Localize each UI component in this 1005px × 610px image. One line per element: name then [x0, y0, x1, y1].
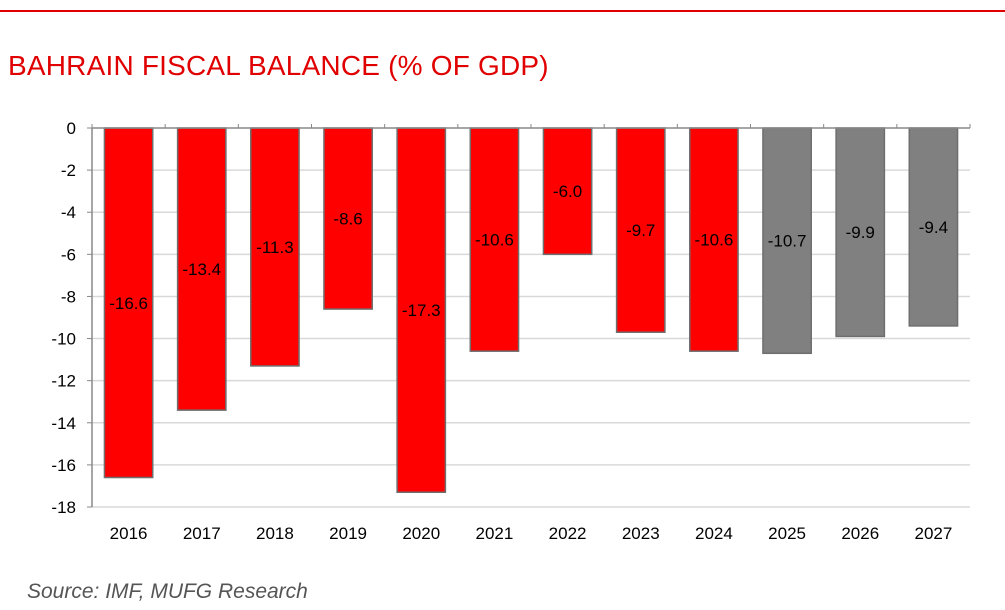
data-label-2022: -6.0	[553, 182, 582, 201]
y-tick-label: -18	[51, 498, 76, 517]
data-label-2020: -17.3	[402, 301, 441, 320]
y-tick-label: -14	[51, 414, 76, 433]
data-label-2021: -10.6	[475, 231, 514, 250]
x-tick-label-2016: 2016	[110, 524, 148, 543]
bar-2026	[835, 127, 886, 338]
data-label-2019: -8.6	[333, 210, 362, 229]
y-tick-label: -6	[61, 245, 76, 264]
bar-2027	[908, 127, 959, 327]
x-tick-label-2017: 2017	[183, 524, 221, 543]
data-label-2017: -13.4	[182, 260, 221, 279]
y-tick-label: -10	[51, 330, 76, 349]
y-tick-label: -2	[61, 161, 76, 180]
data-label-2027: -9.4	[919, 218, 948, 237]
y-tick-label: 0	[67, 119, 76, 138]
x-tick-label-2021: 2021	[476, 524, 514, 543]
bar-2023	[615, 127, 666, 333]
x-tick-label-2026: 2026	[841, 524, 879, 543]
y-tick-label: -16	[51, 456, 76, 475]
bars	[103, 127, 959, 494]
bar-2025	[762, 127, 812, 355]
x-tick-label-2023: 2023	[622, 524, 660, 543]
x-tick-label-2018: 2018	[256, 524, 294, 543]
y-tick-label: -12	[51, 372, 76, 391]
data-label-2023: -9.7	[626, 221, 655, 240]
y-tick-label: -8	[61, 287, 76, 306]
axes: 0 -2 -4 -6 -8 -10 -12 -14 -16 -18 2016 2017 2018 2019…	[51, 119, 971, 543]
bar-2016	[103, 127, 154, 479]
data-label-2026: -9.9	[846, 223, 875, 242]
x-tick-label-2019: 2019	[329, 524, 367, 543]
x-tick-label-2027: 2027	[915, 524, 953, 543]
x-tick-label-2020: 2020	[402, 524, 440, 543]
data-label-2024: -10.6	[695, 231, 734, 250]
data-label-2025: -10.7	[768, 232, 807, 251]
data-label-2016: -16.6	[109, 294, 148, 313]
chart-title: BAHRAIN FISCAL BALANCE (% OF GDP)	[8, 50, 549, 81]
source-note: Source: IMF, MUFG Research	[27, 580, 308, 603]
x-tick-label-2024: 2024	[695, 524, 733, 543]
bar-2022	[542, 127, 593, 256]
x-tick-label-2022: 2022	[549, 524, 587, 543]
data-labels: -16.6 -13.4 -11.3 -8.6 -17.3 -10.6 -6.0 -9.7 -10…	[109, 182, 948, 320]
bar-2024	[689, 127, 739, 352]
bar-2017	[176, 127, 227, 411]
data-label-2018: -11.3	[256, 238, 294, 257]
bar-2018	[250, 127, 300, 367]
bar-2019	[323, 127, 373, 310]
gridlines	[92, 169, 970, 508]
x-tick-label-2025: 2025	[768, 524, 806, 543]
top-rule	[0, 10, 1005, 12]
y-tick-label: -4	[61, 203, 76, 222]
